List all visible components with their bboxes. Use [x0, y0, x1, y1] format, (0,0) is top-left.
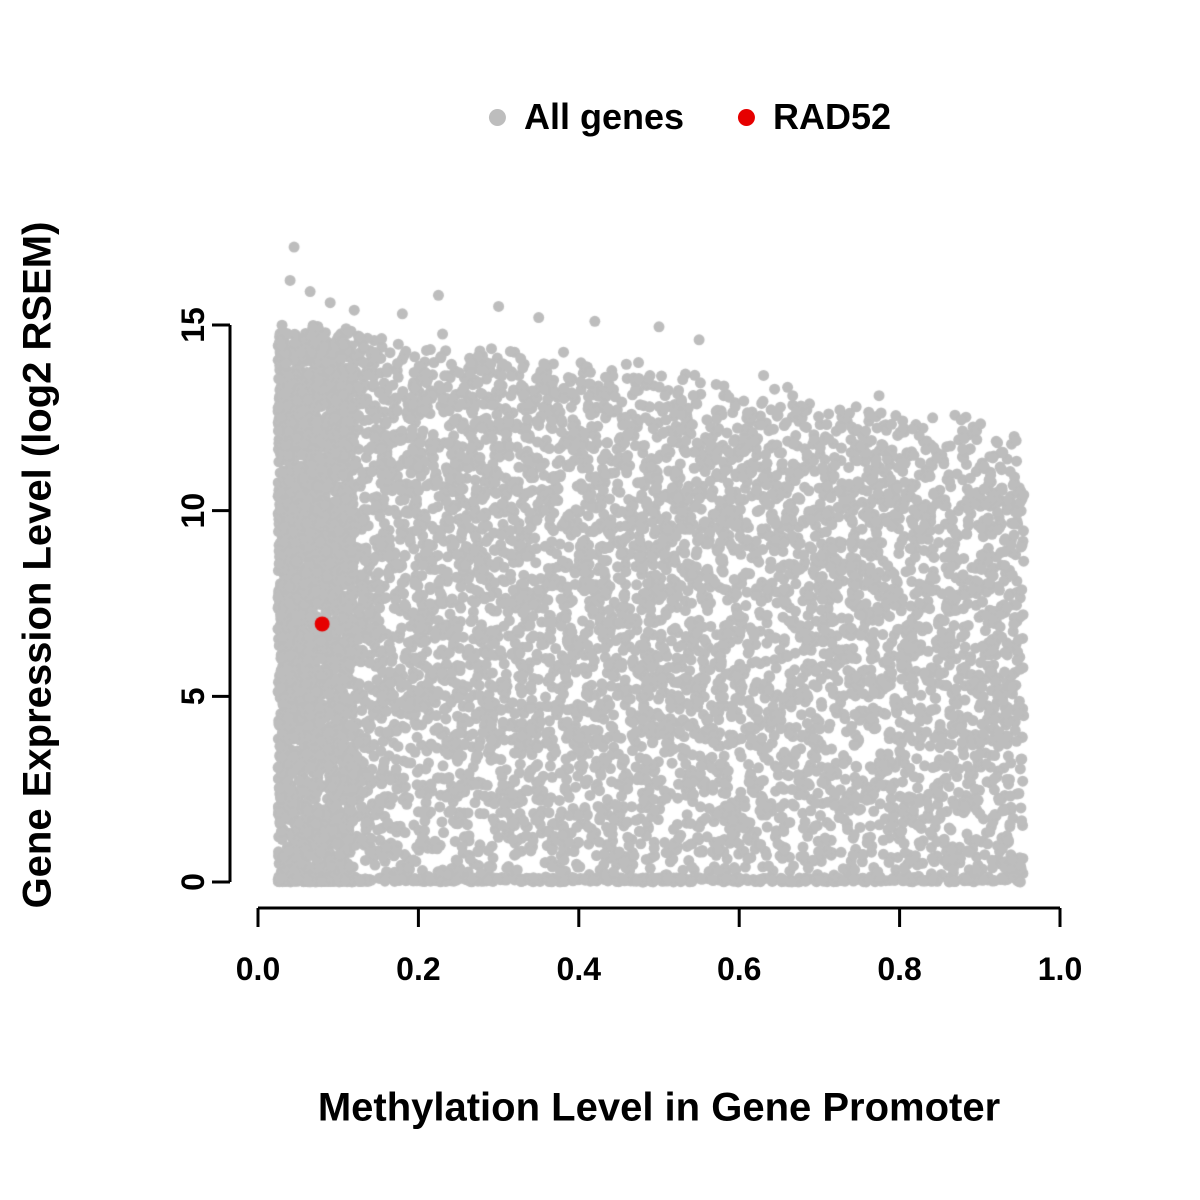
y-tick-label: 5 — [175, 687, 211, 705]
x-tick-label: 1.0 — [1038, 951, 1082, 987]
legend-dot-all-genes-icon — [488, 108, 506, 126]
legend-label-all-genes: All genes — [523, 96, 685, 137]
x-tick-label: 0.4 — [557, 951, 602, 987]
x-axis-title: Methylation Level in Gene Promoter — [317, 1085, 1001, 1130]
legend-dot-rad52-icon — [738, 108, 756, 126]
legend-label-rad52: RAD52 — [773, 96, 892, 137]
legend-item-rad52: RAD52 — [738, 96, 891, 138]
x-tick-label: 0.0 — [236, 951, 280, 987]
y-tick-label: 15 — [175, 307, 211, 343]
x-tick-label: 0.2 — [396, 951, 440, 987]
x-tick-label: 0.6 — [717, 951, 761, 987]
legend: All genes RAD52 — [488, 96, 891, 138]
y-tick-label: 10 — [175, 493, 211, 529]
y-axis-title: Gene Expression Level (log2 RSEM) — [15, 221, 60, 909]
y-tick-label: 0 — [175, 873, 211, 891]
legend-item-all-genes: All genes — [488, 96, 685, 138]
x-tick-label: 0.8 — [877, 951, 921, 987]
